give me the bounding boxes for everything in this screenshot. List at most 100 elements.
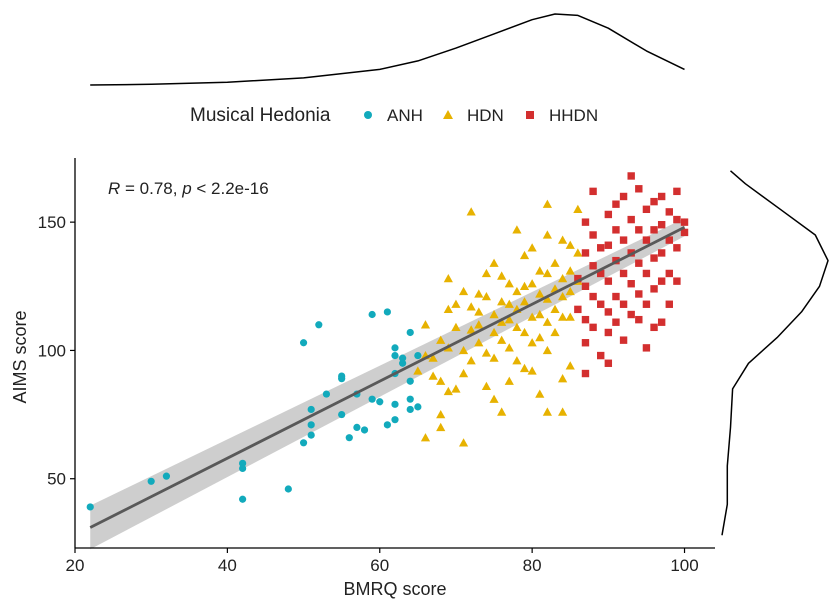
hhdn-point xyxy=(635,315,643,324)
hhdn-point xyxy=(574,274,582,283)
hdn-point xyxy=(512,225,522,234)
hdn-point xyxy=(504,376,514,385)
hhdn-point xyxy=(650,254,658,262)
hhdn-point xyxy=(581,369,590,378)
hdn-point xyxy=(519,363,530,373)
hhdn-point xyxy=(604,308,613,316)
hhdn-point xyxy=(581,282,590,290)
y-tick-label: 100 xyxy=(38,341,66,360)
hdn-point xyxy=(542,317,552,326)
hhdn-point xyxy=(657,249,666,257)
hdn-point xyxy=(504,279,514,288)
hdn-point xyxy=(565,312,575,321)
legend-keys: ANH HDN HHDN xyxy=(364,106,598,125)
hdn-point xyxy=(535,266,545,275)
hdn-point xyxy=(481,348,492,357)
hdn-point xyxy=(428,353,438,362)
hhdn-point xyxy=(619,300,628,308)
hhdn-point xyxy=(604,328,613,337)
hdn-point xyxy=(420,433,431,442)
hhdn-point xyxy=(589,231,597,239)
anh-point xyxy=(368,310,376,319)
hdn-point xyxy=(550,258,560,267)
anh-point xyxy=(338,410,346,419)
hdn-point xyxy=(519,250,530,260)
anh-point xyxy=(368,395,376,403)
hhdn-point xyxy=(657,192,666,201)
hhdn-point xyxy=(612,200,620,208)
hhdn-point xyxy=(627,172,635,180)
hdn-point xyxy=(458,286,469,296)
hdn-point xyxy=(474,338,484,347)
r-symbol: R xyxy=(108,179,120,198)
hhdn-point xyxy=(619,336,628,344)
anh-point xyxy=(307,431,315,439)
anh-point xyxy=(86,503,94,511)
anh-point xyxy=(360,426,369,434)
legend-label-hdn: HDN xyxy=(467,106,504,125)
anh-point xyxy=(345,434,353,442)
anh-point xyxy=(307,421,315,429)
x-marginal-density xyxy=(90,13,685,86)
hhdn-point xyxy=(665,269,673,278)
anh-point xyxy=(406,328,414,337)
legend-key-anh xyxy=(364,111,372,119)
hhdn-point xyxy=(589,187,597,196)
legend-title: Musical Hedonia xyxy=(190,105,331,126)
hdn-point xyxy=(527,243,537,252)
hhdn-point xyxy=(650,323,658,332)
hdn-point xyxy=(481,268,492,278)
hhdn-point xyxy=(642,344,651,352)
hdn-point xyxy=(558,407,568,416)
hhdn-point xyxy=(642,236,651,244)
hhdn-point xyxy=(642,300,651,308)
hdn-point xyxy=(466,325,476,334)
anh-point xyxy=(147,477,155,485)
r-value: = 0.78, xyxy=(120,179,182,198)
anh-point xyxy=(353,423,361,432)
hdn-point xyxy=(451,299,461,308)
y-tick-label: 150 xyxy=(38,213,66,232)
hdn-point xyxy=(542,268,552,278)
hdn-point xyxy=(458,368,469,378)
hdn-point xyxy=(542,230,552,239)
hdn-point xyxy=(474,289,484,298)
hdn-point xyxy=(558,273,568,283)
hdn-point xyxy=(428,371,438,380)
p-value: < 2.2e-16 xyxy=(192,179,269,198)
hhdn-point xyxy=(612,226,620,234)
hdn-point xyxy=(474,320,484,329)
anh-point xyxy=(299,339,308,347)
hdn-point xyxy=(558,291,568,301)
x-tick-label: 80 xyxy=(523,556,542,575)
hdn-point xyxy=(558,235,568,244)
hhdn-point xyxy=(581,339,590,347)
anh-point xyxy=(338,372,346,380)
anh-point xyxy=(391,351,399,360)
hhdn-point xyxy=(597,351,605,360)
hhdn-point xyxy=(597,300,605,308)
legend-label-anh: ANH xyxy=(387,106,423,125)
anh-point xyxy=(391,400,399,408)
legend-key-hhdn xyxy=(526,111,534,119)
hdn-point xyxy=(504,299,514,308)
hhdn-point xyxy=(665,236,673,244)
anh-point xyxy=(315,321,323,329)
x-tick-label: 40 xyxy=(218,556,237,575)
data-points-layer xyxy=(86,172,689,511)
legend: Musical Hedonia ANH HDN HHDN xyxy=(190,105,598,126)
hdn-point xyxy=(474,307,484,316)
anh-point xyxy=(284,485,292,493)
hdn-point xyxy=(436,335,446,344)
anh-point xyxy=(239,459,247,467)
anh-point xyxy=(307,405,315,414)
x-axis-title: BMRQ score xyxy=(343,579,446,599)
hhdn-point xyxy=(604,277,613,285)
hhdn-point xyxy=(627,310,635,319)
hhdn-point xyxy=(604,241,613,249)
anh-point xyxy=(406,377,414,385)
axes-layer: 20 40 60 80 100 50 100 150 xyxy=(38,158,715,575)
hdn-point xyxy=(573,204,583,213)
hhdn-point xyxy=(635,259,643,267)
hdn-point xyxy=(512,286,522,296)
